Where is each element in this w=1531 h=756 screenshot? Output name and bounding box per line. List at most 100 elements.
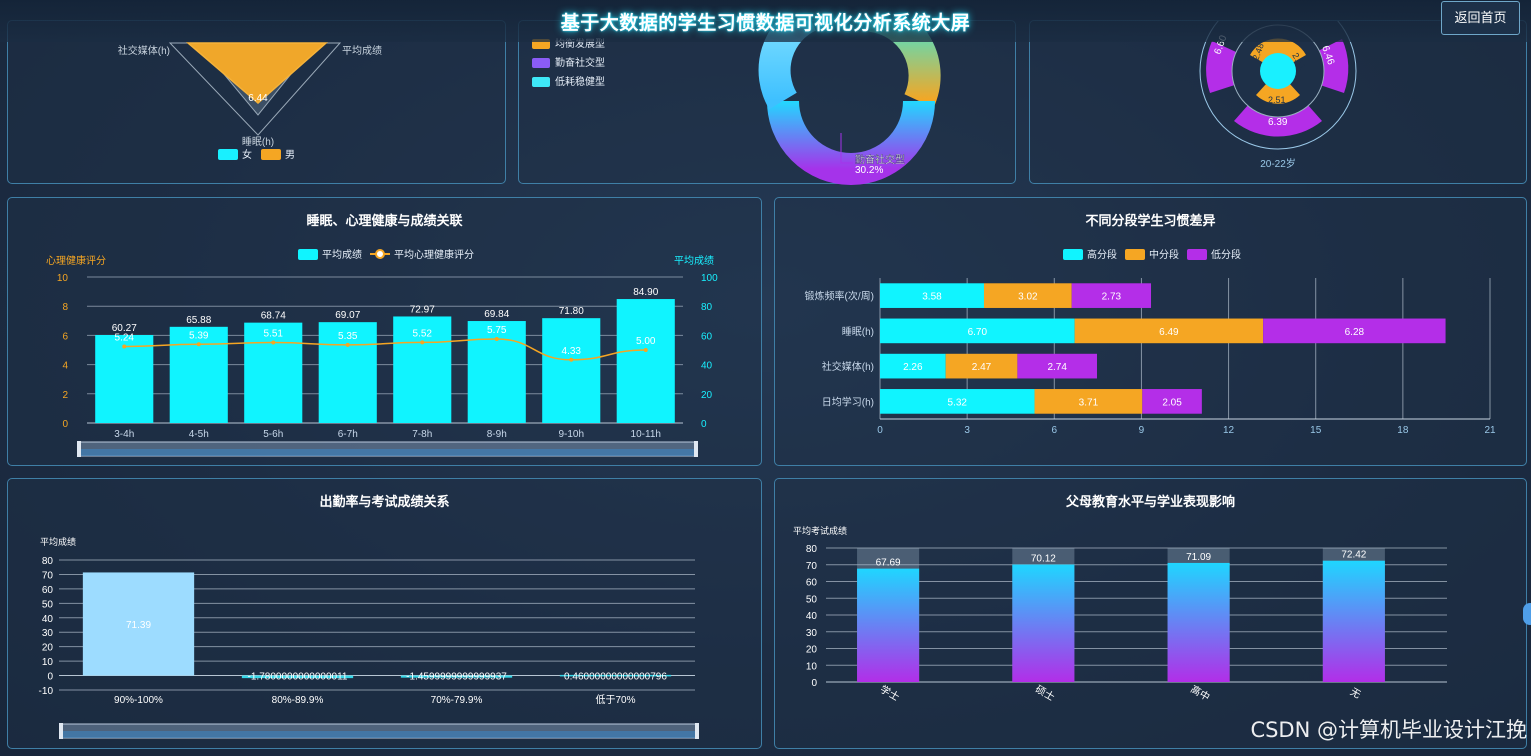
side-scroll-handle[interactable] xyxy=(1523,603,1531,625)
sleep-mental-label: 5.24 xyxy=(115,332,135,343)
radar-legend-swatch-male xyxy=(261,149,281,160)
sleep-x-tick: 5-6h xyxy=(263,429,283,440)
parents-y-tick: 30 xyxy=(806,628,818,639)
attendance-bar xyxy=(559,674,672,677)
sleep-x-tick: 3-4h xyxy=(114,429,134,440)
radar-axis-label-social: 社交媒体(h) xyxy=(118,44,170,57)
sleep-mental-point xyxy=(271,340,276,345)
attendance-bar-label: -1.4599999999999937 xyxy=(406,672,507,683)
parents-y-tick: 60 xyxy=(806,578,818,589)
donut-slice-diligent xyxy=(767,100,935,185)
sleep-bar-label: 69.84 xyxy=(484,309,509,320)
sleep-left-tick: 10 xyxy=(57,273,69,284)
parents-bar xyxy=(857,568,920,682)
parents-y-tick: 20 xyxy=(806,645,818,656)
segments-x-tick: 18 xyxy=(1397,425,1409,436)
attendance-zoom-handle-start[interactable] xyxy=(59,723,63,739)
parents-chart: 平均考试成绩 0 10 20 30 40 50 60 70 80 67.69 学士 70.12 硕士 71.… xyxy=(793,525,1447,704)
sleep-bar xyxy=(95,335,154,423)
sleep-bar-label: 65.88 xyxy=(186,315,211,326)
sleep-mental-label: 5.51 xyxy=(264,329,284,340)
radar-axis-label-score: 平均成绩 xyxy=(342,44,382,57)
sleep-zoom-slider-fill xyxy=(79,449,696,456)
sleep-bar xyxy=(393,316,452,423)
segments-bar xyxy=(880,318,1075,344)
attendance-x-tick: 80%-89.9% xyxy=(272,695,324,706)
parents-y-tick: 40 xyxy=(806,611,818,622)
sleep-zoom-handle-start[interactable] xyxy=(77,441,81,457)
sleep-mental-label: 5.35 xyxy=(338,331,358,342)
segments-bar-label: 2.74 xyxy=(1047,362,1067,373)
attendance-panel: 出勤率与考试成绩关系 平均成绩 -10 0 10 20 30 40 50 60 70 80 71.39… xyxy=(7,478,762,749)
attendance-zoom-handle-end[interactable] xyxy=(695,723,699,739)
parents-x-tick: 高中 xyxy=(1188,682,1212,703)
donut-panel: 勤奋社交型 30.2% 均衡发展型 勤奋社交型 低耗稳健型 xyxy=(518,20,1016,185)
sleep-right-tick: 100 xyxy=(701,273,718,284)
segments-bar xyxy=(1017,353,1097,379)
sleep-right-tick: 0 xyxy=(701,419,707,430)
sleep-right-tick: 20 xyxy=(701,390,713,401)
segments-x-tick: 12 xyxy=(1223,425,1235,436)
segments-bar xyxy=(880,283,984,308)
sleep-legend-score: 平均成绩 xyxy=(322,248,362,261)
sleep-mental-label: 5.75 xyxy=(487,325,507,336)
attendance-x-tick: 70%-79.9% xyxy=(431,695,483,706)
segments-x-tick: 3 xyxy=(964,425,970,436)
sleep-right-axis-label: 平均成绩 xyxy=(674,254,714,267)
attendance-y-tick: 20 xyxy=(42,643,54,654)
parents-chart-title: 父母教育水平与学业表现影响 xyxy=(1065,494,1235,509)
donut-callout-line xyxy=(840,133,853,164)
radar-legend-swatch-female xyxy=(218,149,238,160)
sleep-bar xyxy=(467,321,526,423)
segments-bar xyxy=(1142,389,1202,414)
attendance-x-tick: 低于70% xyxy=(595,693,635,706)
attendance-bar-label: 0.46000000000000796 xyxy=(564,672,667,683)
segments-bar-label: 2.26 xyxy=(903,362,923,373)
parents-bar xyxy=(1012,564,1075,682)
attendance-bar xyxy=(82,572,195,676)
attendance-chart-title: 出勤率与考试成绩关系 xyxy=(319,494,450,509)
sleep-left-tick: 4 xyxy=(62,361,68,372)
attendance-bar xyxy=(241,675,354,679)
segments-panel: 不同分段学生习惯差异 高分段 中分段 低分段 0 3 6 9 12 15 18 21 锻炼频率(次/周… xyxy=(774,197,1527,466)
segments-x-tick: 21 xyxy=(1484,425,1496,436)
segments-bar-label: 6.28 xyxy=(1345,327,1365,338)
segments-x-tick: 15 xyxy=(1310,425,1322,436)
segments-y-tick: 锻炼频率(次/周) xyxy=(805,290,874,303)
sleep-zoom-handle-end[interactable] xyxy=(694,441,698,457)
sleep-chart-title: 睡眠、心理健康与成绩关联 xyxy=(306,213,463,228)
attendance-y-tick: 70 xyxy=(42,570,54,581)
segments-bar xyxy=(880,353,946,379)
donut-legend-2: 低耗稳健型 xyxy=(555,75,605,88)
polar-category: 20-22岁 xyxy=(1260,157,1296,170)
segments-bar-label: 2.05 xyxy=(1162,397,1182,408)
sleep-x-tick: 6-7h xyxy=(338,429,358,440)
sleep-mental-label: 4.33 xyxy=(562,346,582,357)
back-home-button[interactable]: 返回首页 xyxy=(1441,1,1520,35)
segments-bar xyxy=(1263,318,1446,344)
segments-x-tick: 0 xyxy=(877,425,883,436)
attendance-y-tick: 50 xyxy=(42,599,54,610)
attendance-chart: 平均成绩 -10 0 10 20 30 40 50 60 70 80 71.39 90%-100% -1.… xyxy=(39,536,699,739)
segments-chart-title: 不同分段学生习惯差异 xyxy=(1085,213,1216,228)
parents-bar-label: 72.42 xyxy=(1341,550,1366,561)
radar-axis-label-sleep: 睡眠(h) xyxy=(242,135,274,148)
radar-area-male xyxy=(185,42,328,104)
donut-callout-name: 勤奋社交型 xyxy=(855,153,905,166)
sleep-left-axis-label: 心理健康评分 xyxy=(46,254,106,267)
attendance-y-tick: 40 xyxy=(42,614,54,625)
sleep-bar-label: 71.80 xyxy=(559,306,584,317)
polar-panel: 6.60 2.48 2.51 2.51 6.46 6.39 20-22岁 xyxy=(1029,20,1527,184)
attendance-x-tick: 90%-100% xyxy=(114,695,163,706)
sleep-mental-point xyxy=(196,342,201,347)
segments-y-tick: 睡眠(h) xyxy=(842,325,874,338)
sleep-score-panel: 睡眠、心理健康与成绩关联 平均成绩 平均心理健康评分 心理健康评分 平均成绩 0 2 4 6 8… xyxy=(7,197,762,466)
sleep-right-tick: 60 xyxy=(701,331,713,342)
segments-bar-label: 6.70 xyxy=(968,327,988,338)
sleep-mental-label: 5.52 xyxy=(413,328,433,339)
attendance-y-tick: 60 xyxy=(42,585,54,596)
segments-x-tick: 9 xyxy=(1139,425,1145,436)
sleep-right-tick: 80 xyxy=(701,302,713,313)
sleep-mental-point xyxy=(122,344,127,349)
